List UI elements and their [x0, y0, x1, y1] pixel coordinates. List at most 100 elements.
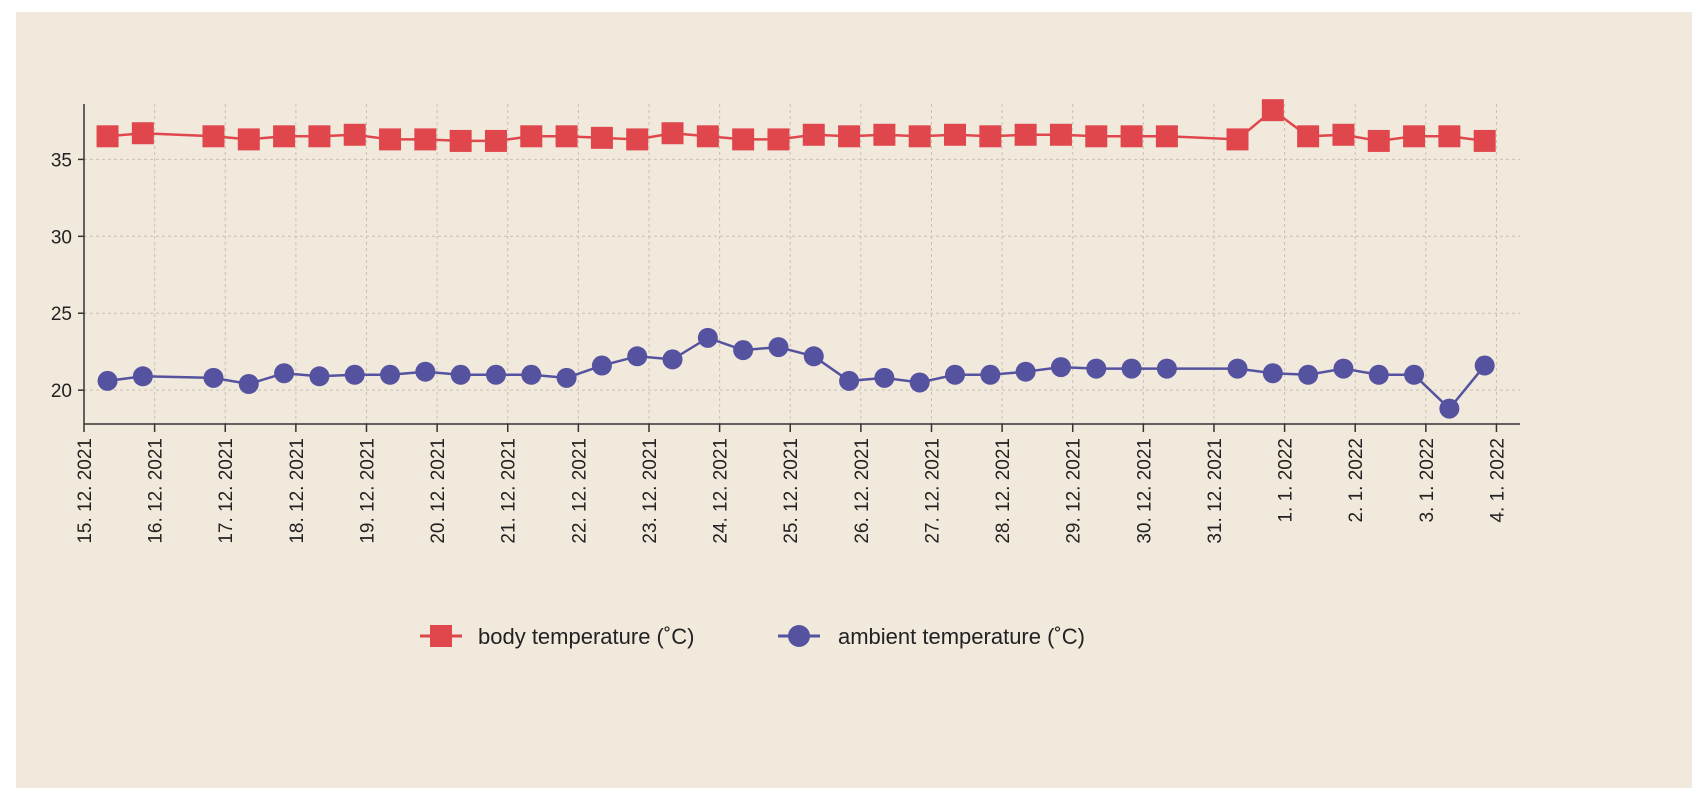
- data-point: [1332, 123, 1355, 146]
- x-tick-label: 19. 12. 2021: [357, 438, 378, 544]
- data-point: [980, 364, 1001, 385]
- x-tick-label: 16. 12. 2021: [146, 438, 167, 544]
- data-point: [1121, 358, 1142, 379]
- x-tick-label: 4. 1. 2022: [1487, 438, 1508, 523]
- data-point: [379, 128, 402, 151]
- chart-panel: 20 25 30 35 15. 12. 2021 16. 12. 2021 17. 12. …: [16, 12, 1692, 788]
- data-point: [1473, 129, 1496, 152]
- data-point: [1156, 358, 1177, 379]
- data-point: [520, 125, 543, 148]
- data-point: [874, 367, 895, 388]
- x-tick-label: 21. 12. 2021: [499, 438, 520, 544]
- data-point: [343, 123, 366, 146]
- data-point: [96, 125, 119, 148]
- data-point: [308, 125, 331, 148]
- data-point: [415, 361, 436, 382]
- data-point: [767, 128, 790, 151]
- data-point: [979, 125, 1002, 148]
- data-point: [203, 367, 224, 388]
- series-ambient-temperature: [97, 327, 1495, 419]
- data-point: [273, 125, 296, 148]
- data-point: [202, 125, 225, 148]
- data-point: [344, 364, 365, 385]
- data-point: [839, 370, 860, 391]
- data-point: [449, 129, 472, 152]
- series: [96, 99, 1496, 419]
- data-point: [1333, 358, 1354, 379]
- data-point: [1086, 358, 1107, 379]
- data-point: [732, 128, 755, 151]
- data-point: [626, 128, 649, 151]
- data-point: [696, 125, 719, 148]
- data-point: [1085, 125, 1108, 148]
- data-point: [944, 123, 967, 146]
- data-point: [768, 337, 789, 358]
- data-point: [1368, 364, 1389, 385]
- data-point: [697, 327, 718, 348]
- x-tick-label: 31. 12. 2021: [1205, 438, 1226, 544]
- data-point: [1367, 129, 1390, 152]
- data-point: [274, 363, 295, 384]
- x-tick-label: 1. 1. 2022: [1276, 438, 1297, 523]
- x-tick-label: 17. 12. 2021: [216, 438, 237, 544]
- x-tick-label: 25. 12. 2021: [781, 438, 802, 544]
- data-point: [945, 364, 966, 385]
- x-tick-label: 24. 12. 2021: [711, 438, 732, 544]
- line-chart: 20 25 30 35 15. 12. 2021 16. 12. 2021 17. 12. …: [51, 99, 1520, 649]
- data-point: [485, 364, 506, 385]
- data-point: [873, 123, 896, 146]
- data-point: [802, 123, 825, 146]
- x-tick-label: 18. 12. 2021: [287, 438, 308, 544]
- data-point: [662, 349, 683, 370]
- data-point: [908, 125, 931, 148]
- data-point: [238, 374, 259, 394]
- y-tick-label: 25: [51, 304, 72, 325]
- data-point: [661, 122, 684, 145]
- x-tick-label: 26. 12. 2021: [852, 438, 873, 544]
- x-tick-label: 29. 12. 2021: [1064, 438, 1085, 544]
- x-tick-label: 27. 12. 2021: [922, 438, 943, 544]
- x-tick-label: 15. 12. 2021: [75, 438, 96, 544]
- data-point: [1227, 358, 1248, 379]
- data-point: [590, 126, 613, 149]
- y-tick-label: 35: [51, 150, 72, 171]
- x-tick-label: 23. 12. 2021: [640, 438, 661, 544]
- axes: 20 25 30 35 15. 12. 2021 16. 12. 2021 17. 12. …: [51, 104, 1520, 544]
- data-point: [1474, 355, 1495, 376]
- data-point: [1262, 363, 1283, 384]
- data-point: [131, 122, 154, 145]
- grid: [83, 104, 1520, 424]
- data-point: [1261, 99, 1284, 122]
- data-point: [555, 125, 578, 148]
- legend: body temperature (˚C) ambient temperatur…: [420, 624, 1085, 649]
- y-tick-label: 20: [51, 381, 72, 402]
- data-point: [909, 372, 930, 393]
- data-point: [803, 346, 824, 367]
- data-point: [237, 128, 260, 151]
- data-point: [484, 129, 507, 152]
- data-point: [521, 364, 542, 385]
- data-point: [97, 370, 118, 391]
- data-point: [1439, 398, 1460, 419]
- data-point: [1438, 125, 1461, 148]
- data-point: [1014, 123, 1037, 146]
- series-body-temperature: [96, 99, 1496, 152]
- legend-label-ambient: ambient temperature (˚C): [838, 624, 1085, 649]
- data-point: [414, 128, 437, 151]
- legend-marker-body: [430, 625, 452, 647]
- data-point: [1226, 128, 1249, 151]
- data-point: [1050, 357, 1071, 378]
- data-point: [733, 340, 754, 361]
- x-tick-label: 28. 12. 2021: [993, 438, 1014, 544]
- data-point: [1403, 125, 1426, 148]
- data-point: [591, 355, 612, 376]
- x-tick-label: 22. 12. 2021: [569, 438, 590, 544]
- data-point: [1297, 125, 1320, 148]
- data-point: [556, 367, 577, 388]
- data-point: [380, 364, 401, 385]
- data-point: [838, 125, 861, 148]
- data-point: [132, 366, 153, 387]
- legend-label-body: body temperature (˚C): [478, 624, 694, 649]
- data-point: [1049, 123, 1072, 146]
- y-tick-label: 30: [51, 227, 72, 248]
